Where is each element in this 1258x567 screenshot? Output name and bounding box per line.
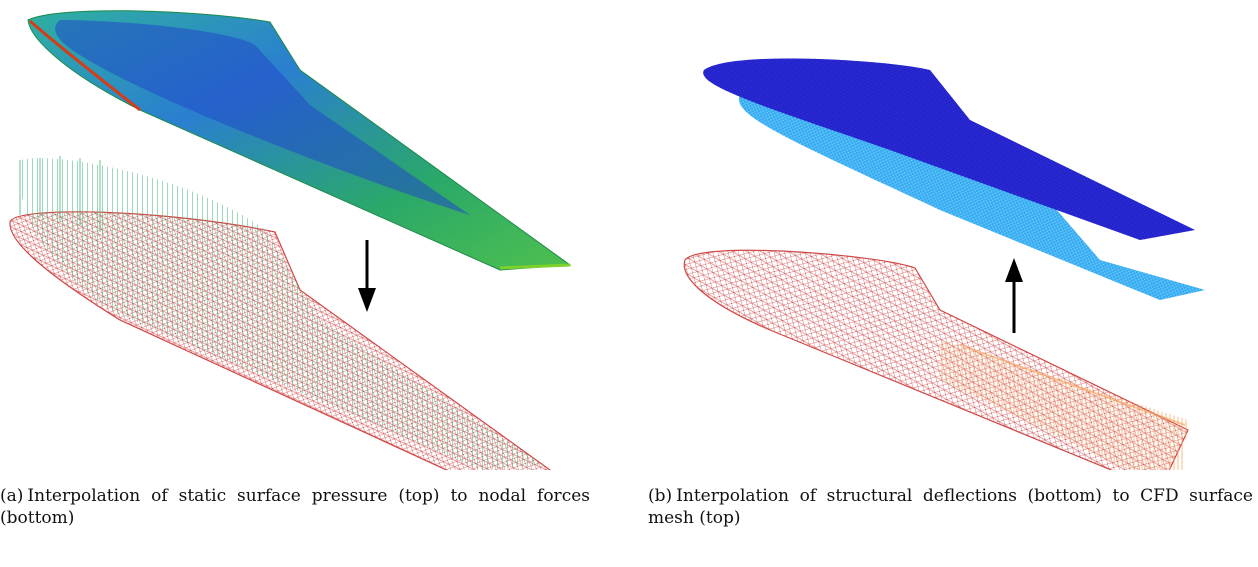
deflections-to-cfd-figure — [683, 58, 1205, 470]
caption-b: (b) Interpolation of structural deflectio… — [648, 485, 1253, 529]
subfigure-a: (a) Interpolation of static surface press… — [0, 0, 620, 567]
caption-a-text: Interpolation of static surface pressure… — [0, 486, 590, 528]
caption-b-label: (b) — [648, 486, 673, 506]
caption-a-label: (a) — [0, 486, 24, 506]
caption-b-text: Interpolation of structural deflections … — [648, 486, 1253, 528]
structural-force-mesh — [9, 156, 552, 470]
subfigure-b: (b) Interpolation of structural deflectio… — [640, 0, 1258, 567]
cfd-surface-mesh — [703, 58, 1205, 300]
cfd-pressure-wing — [27, 10, 572, 271]
arrow-down — [358, 240, 376, 312]
caption-a: (a) Interpolation of static surface press… — [0, 485, 590, 529]
pressure-to-forces-figure — [9, 10, 572, 470]
structural-deflection-mesh — [683, 249, 1189, 470]
arrow-up — [1005, 258, 1023, 333]
